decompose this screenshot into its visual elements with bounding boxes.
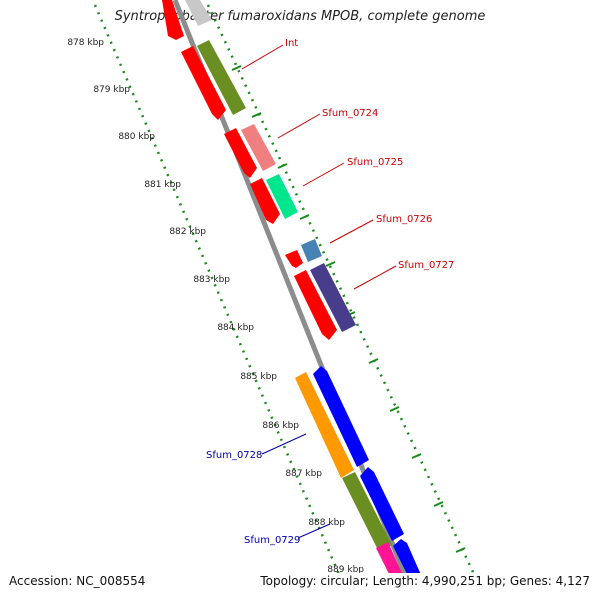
gene-red-sfum-0727[interactable] (294, 270, 337, 340)
label-sfum-0727[interactable]: Sfum_0727 (398, 260, 454, 271)
tick-884: 884 kbp (217, 323, 254, 333)
outer-dotted-guide (206, 4, 475, 573)
gene-forward-int-olive[interactable] (197, 40, 246, 115)
tick-879: 879 kbp (93, 85, 130, 95)
forward-leader-lines (241, 44, 397, 290)
tick-887: 887 kbp (285, 469, 322, 479)
gene-forward-sfum-0724-pink[interactable] (241, 124, 276, 171)
gene-orange[interactable] (295, 372, 354, 478)
label-sfum-0729[interactable]: Sfum_0729 (244, 535, 300, 546)
gene-red-sfum-0724[interactable] (224, 128, 257, 178)
tick-878: 878 kbp (67, 38, 104, 48)
label-sfum-0728[interactable]: Sfum_0728 (206, 450, 262, 461)
tick-881: 881 kbp (144, 180, 181, 190)
tick-886: 886 kbp (262, 421, 299, 431)
tick-888: 888 kbp (308, 518, 345, 528)
label-int[interactable]: Int (285, 38, 298, 49)
gene-blue-1[interactable] (313, 366, 369, 467)
gene-magenta[interactable] (376, 542, 414, 600)
label-sfum-0724[interactable]: Sfum_0724 (322, 108, 378, 119)
label-sfum-0725[interactable]: Sfum_0725 (347, 157, 403, 168)
gene-olive-lower[interactable] (342, 472, 392, 552)
gene-red-int[interactable] (181, 46, 226, 120)
gene-blue-3[interactable] (393, 539, 432, 600)
gene-forward-sfum-0727-purple[interactable] (310, 263, 356, 332)
gene-blue-2[interactable] (360, 467, 404, 541)
gene-red-sfum-0725[interactable] (250, 178, 280, 224)
tick-883: 883 kbp (193, 275, 230, 285)
tick-885: 885 kbp (240, 372, 277, 382)
topology-info-text: Topology: circular; Length: 4,990,251 bp… (260, 574, 590, 588)
gene-forward-top-gray[interactable] (185, 0, 212, 26)
accession-text: Accession: NC_008554 (9, 574, 146, 588)
tick-880: 880 kbp (118, 132, 155, 142)
outer-tick-dashes (231, 65, 466, 553)
gene-forward-sfum-0725-mint[interactable] (266, 174, 298, 219)
reverse-leader-lines (261, 433, 331, 539)
kbp-tick-labels: 878 kbp 879 kbp 880 kbp 881 kbp 882 kbp … (67, 38, 364, 575)
tick-889: 889 kbp (327, 565, 364, 575)
gene-red-sfum-0726[interactable] (285, 250, 303, 268)
label-sfum-0726[interactable]: Sfum_0726 (376, 214, 432, 225)
tick-882: 882 kbp (169, 227, 206, 237)
gene-red-top[interactable] (162, 0, 184, 40)
gene-forward-sfum-0726-steel[interactable] (301, 239, 322, 262)
